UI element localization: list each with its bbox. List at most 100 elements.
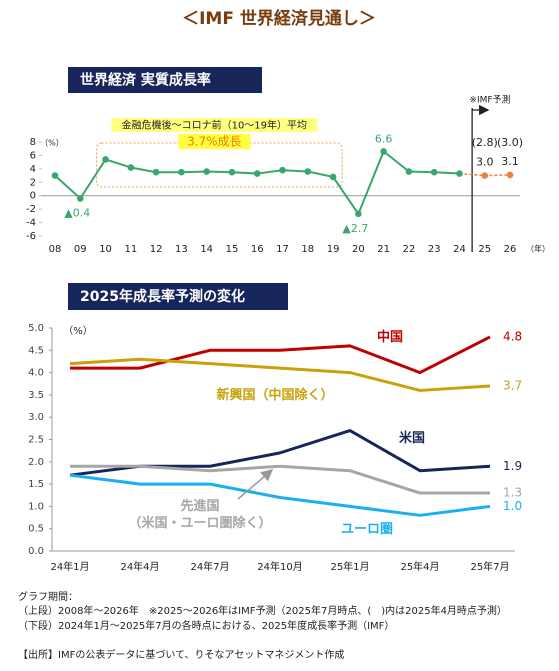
note: （上段）2008年～2026年 ※2025～2026年はIMF予測（2025年7… <box>18 604 507 617</box>
marker <box>152 168 160 176</box>
x-tick-label: 25 <box>478 244 491 255</box>
y-tick-label: -2 <box>26 204 36 215</box>
x-tick-label: 19 <box>327 244 340 255</box>
y-tick-label: 0.5 <box>28 524 44 535</box>
marker <box>127 164 135 171</box>
x-tick-label: 26 <box>504 244 517 255</box>
marker <box>253 170 261 177</box>
y-tick-label: -6 <box>26 231 36 242</box>
x-tick-label: 24 <box>453 244 466 255</box>
x-unit: （年） <box>526 244 550 254</box>
value-label: 4.8 <box>503 329 522 343</box>
value-label: 3.0 <box>476 156 494 169</box>
header-box <box>68 67 262 93</box>
annotation: 3.7%成長 <box>187 135 242 149</box>
x-tick-label: 08 <box>49 244 62 255</box>
x-tick-label: 16 <box>251 244 264 255</box>
x-tick-label: 12 <box>150 244 163 255</box>
y-tick-label: 0 <box>30 191 36 202</box>
highlight <box>111 118 318 132</box>
marker <box>51 172 59 179</box>
line <box>54 149 460 216</box>
forecast-label: ※IMF予測 <box>469 94 510 106</box>
x-tick-label: 15 <box>226 244 239 255</box>
y-tick-label: 5.0 <box>28 323 44 334</box>
value-label: 1.3 <box>503 486 522 500</box>
x-tick-label: 22 <box>403 244 416 255</box>
x-tick-label: 11 <box>124 244 137 255</box>
x-tick-label: 09 <box>74 244 87 255</box>
x-tick-label: 23 <box>428 244 441 255</box>
value-label: 1.9 <box>503 459 522 473</box>
marker <box>405 168 413 175</box>
x-tick-label: 18 <box>301 244 314 255</box>
highlight <box>178 134 251 149</box>
marker <box>279 166 286 174</box>
y-tick-label: 4 <box>30 164 36 175</box>
marker <box>481 172 489 179</box>
y-tick-label: 4.0 <box>28 368 44 379</box>
x-tick-label: 13 <box>175 244 188 255</box>
marker <box>304 168 312 175</box>
y-tick-label: 0.0 <box>28 546 44 557</box>
x-tick-label: 21 <box>377 244 390 255</box>
x-tick-label: 24年10月 <box>257 560 302 573</box>
prior-forecast-label: (3.0) <box>497 136 523 149</box>
value-label: ▲0.4 <box>64 206 90 219</box>
x-tick-label: 14 <box>200 244 213 255</box>
y-tick-label: -4 <box>26 218 36 229</box>
line <box>69 473 491 517</box>
source: 【出所】IMFの公表データに基づいて、りそなアセットマネジメント作成 <box>18 648 344 661</box>
section-header: 世界経済 実質成長率 <box>80 72 211 89</box>
x-tick-label: 25年4月 <box>400 560 439 573</box>
marker <box>76 195 84 202</box>
line <box>69 357 491 392</box>
annotation-box <box>96 142 343 188</box>
x-tick-label: 24年4月 <box>120 560 159 573</box>
y-tick-label: 2.5 <box>28 435 44 446</box>
marker <box>203 168 210 175</box>
y-unit: （%） <box>40 139 64 148</box>
marker <box>178 168 185 176</box>
y-tick-label: 3.0 <box>28 412 44 423</box>
x-tick-label: 24年1月 <box>50 560 89 573</box>
value-label: 3.1 <box>501 155 519 168</box>
x-tick-label: 20 <box>352 244 365 255</box>
note: （下段）2024年1月～2025年7月の各時点における、2025年度成長率予測（… <box>18 619 394 632</box>
value-label: 1.0 <box>503 499 522 513</box>
marker <box>430 168 438 176</box>
x-tick-label: 24年7月 <box>190 560 229 573</box>
y-tick-label: 3.5 <box>28 390 44 401</box>
marker <box>380 148 387 155</box>
x-tick-label: 25年7月 <box>470 560 509 573</box>
page-title: ＜IMF 世界経済見通し＞ <box>182 8 376 29</box>
y-unit: （%） <box>63 325 93 337</box>
marker <box>456 170 463 177</box>
annotation: 金融危機後～コロナ前（10～19年）平均 <box>122 119 307 132</box>
prior-forecast-label: (2.8) <box>472 136 498 149</box>
y-tick-label: 8 <box>30 137 36 148</box>
y-tick-label: 1.0 <box>28 501 44 512</box>
y-tick-label: 2 <box>30 177 36 188</box>
x-tick-label: 17 <box>276 244 289 255</box>
line <box>70 464 490 495</box>
marker <box>355 210 362 218</box>
y-tick-label: 2.0 <box>28 457 44 468</box>
series-label: 先進国 （米国・ユーロ圏除く） <box>128 499 272 531</box>
series-label: 米国 <box>398 430 425 446</box>
x-tick-label: 25年1月 <box>330 560 369 573</box>
marker <box>102 156 109 163</box>
marker <box>329 173 337 181</box>
value-label: 6.6 <box>375 132 393 145</box>
line <box>70 335 491 375</box>
y-tick-label: 6 <box>30 150 36 161</box>
marker <box>506 171 514 179</box>
pointer-arrow <box>237 469 274 500</box>
series-label: ユーロ圏 <box>340 521 393 537</box>
y-tick-label: 1.5 <box>28 479 44 490</box>
note: グラフ期間： <box>18 590 78 603</box>
value-label: ▲2.7 <box>342 222 368 235</box>
section-header: 2025年成長率予測の変化 <box>80 288 245 305</box>
